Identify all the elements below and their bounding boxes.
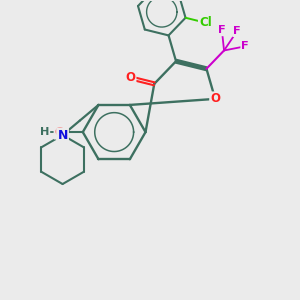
- Text: F: F: [241, 41, 249, 51]
- Text: O: O: [55, 126, 64, 139]
- Text: Cl: Cl: [199, 16, 211, 29]
- Text: F: F: [233, 26, 241, 36]
- Text: N: N: [57, 129, 68, 142]
- Text: H: H: [40, 127, 49, 137]
- Text: F: F: [218, 25, 226, 35]
- Text: N: N: [57, 129, 68, 142]
- Text: O: O: [210, 92, 220, 105]
- Text: O: O: [125, 71, 136, 84]
